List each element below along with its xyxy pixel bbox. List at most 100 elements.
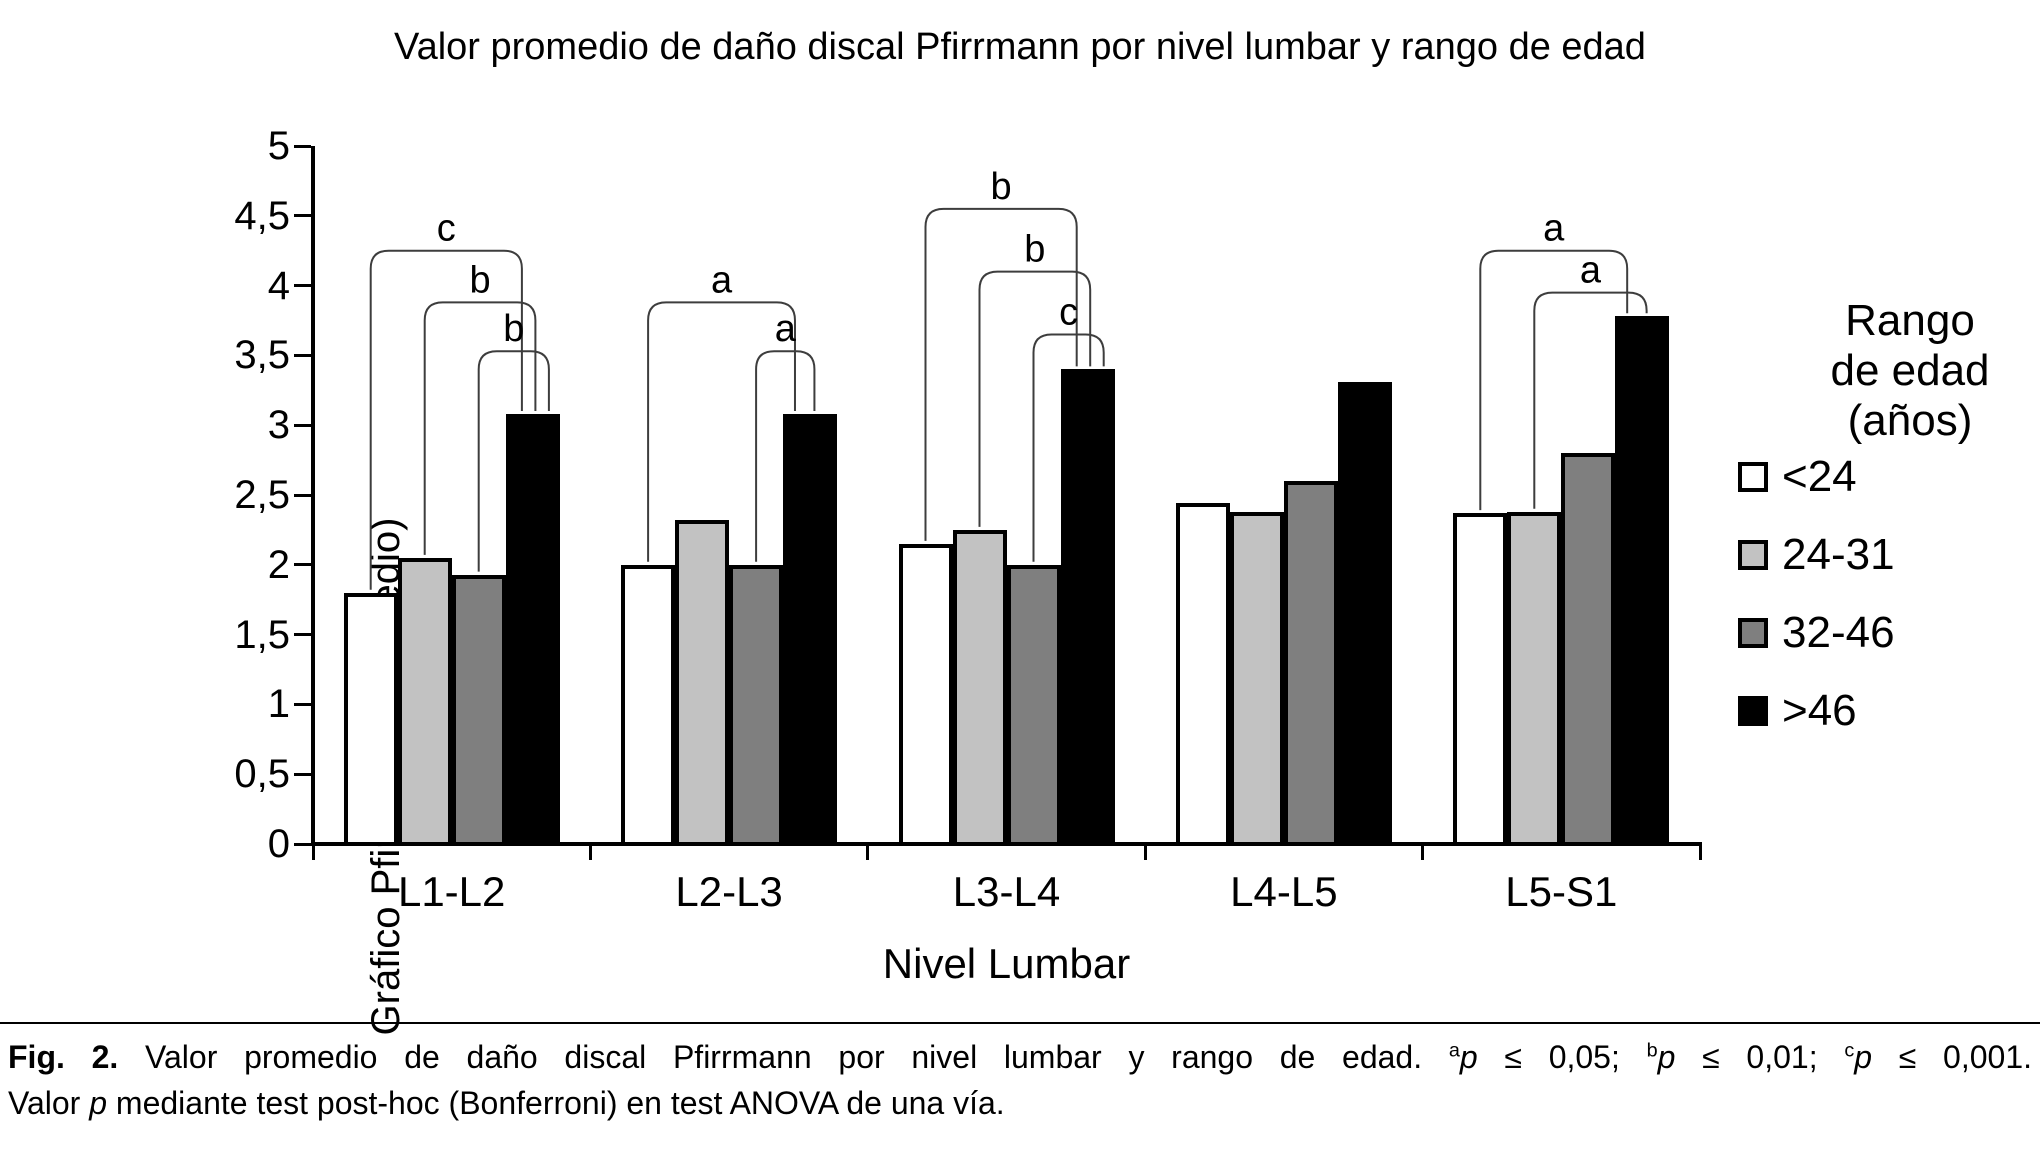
caption-text: a bbox=[1448, 1039, 1460, 1062]
y-tick bbox=[294, 702, 311, 706]
bar->46-L4-L5 bbox=[1337, 381, 1392, 846]
bar-24-31-L1-L2 bbox=[397, 557, 452, 846]
figure-caption: Fig. 2. Valor promedio de daño discal Pf… bbox=[8, 1034, 2032, 1126]
y-tick-label: 1 bbox=[267, 682, 290, 727]
y-tick bbox=[294, 423, 311, 427]
x-tick bbox=[311, 844, 315, 860]
bar->46-L2-L3 bbox=[783, 414, 838, 846]
legend-item-label: >46 bbox=[1782, 686, 1857, 735]
bar->46-L5-S1 bbox=[1615, 316, 1670, 846]
bar-<24-L1-L2 bbox=[343, 592, 398, 846]
y-tick bbox=[294, 633, 311, 637]
x-category-label: L5-S1 bbox=[1505, 868, 1618, 915]
y-tick-label: 3,5 bbox=[234, 333, 290, 378]
bar-<24-L2-L3 bbox=[621, 564, 676, 846]
y-tick-label: 4 bbox=[267, 263, 290, 308]
y-tick bbox=[294, 353, 311, 357]
significance-bracket bbox=[924, 207, 1078, 541]
y-tick bbox=[294, 493, 311, 497]
legend-swatch-icon bbox=[1738, 618, 1768, 648]
bar-24-31-L3-L4 bbox=[952, 529, 1007, 846]
chart-title: Valor promedio de daño discal Pfirrmann … bbox=[394, 26, 1646, 68]
legend-title-line: (años) bbox=[1847, 396, 1973, 445]
caption-text: ≤ 0,001. bbox=[1872, 1039, 2033, 1075]
bar-32-46-L3-L4 bbox=[1006, 564, 1061, 846]
y-tick bbox=[294, 842, 311, 846]
x-category-label: L3-L4 bbox=[952, 868, 1061, 915]
y-tick-label: 0,5 bbox=[234, 752, 290, 797]
bar-24-31-L4-L5 bbox=[1229, 511, 1284, 846]
y-tick bbox=[294, 563, 311, 567]
legend-item-32-46: 32-46 bbox=[1738, 608, 1895, 658]
caption-text: p bbox=[1854, 1039, 1873, 1075]
legend-item-label: <24 bbox=[1782, 452, 1857, 501]
bar->46-L1-L2 bbox=[505, 414, 560, 846]
caption-text: b bbox=[1646, 1039, 1658, 1062]
x-tick bbox=[1421, 844, 1425, 860]
bar-32-46-L5-S1 bbox=[1561, 453, 1616, 846]
legend-title: Rango de edad (años) bbox=[1780, 296, 2040, 446]
legend-item-24-31: 24-31 bbox=[1738, 530, 1895, 580]
caption-text: Valor promedio de daño discal Pfirrmann … bbox=[118, 1039, 1449, 1075]
pfirrmann-bar-chart: Valor promedio de daño discal Pfirrmann … bbox=[234, 26, 2040, 1035]
x-axis-label: Nivel Lumbar bbox=[882, 940, 1131, 987]
bar->46-L3-L4 bbox=[1060, 369, 1115, 846]
y-axis bbox=[311, 146, 315, 846]
bar-24-31-L5-S1 bbox=[1507, 511, 1562, 846]
bracket-significance-letter: c bbox=[437, 208, 456, 250]
y-tick-label: 0 bbox=[267, 822, 290, 866]
y-tick bbox=[294, 214, 311, 218]
legend-item-label: 24-31 bbox=[1782, 530, 1895, 579]
y-tick-label: 1,5 bbox=[234, 612, 290, 657]
x-category-label: L2-L3 bbox=[675, 868, 783, 915]
bar-<24-L3-L4 bbox=[898, 543, 953, 846]
bracket-significance-letter: c bbox=[1059, 291, 1078, 333]
x-tick bbox=[1143, 844, 1147, 860]
caption-line-2: Valor p mediante test post-hoc (Bonferro… bbox=[8, 1080, 2032, 1126]
caption-text: p bbox=[1459, 1039, 1478, 1075]
x-tick bbox=[1698, 844, 1702, 860]
bar-24-31-L2-L3 bbox=[675, 520, 730, 846]
bar-<24-L5-S1 bbox=[1453, 513, 1508, 846]
legend-item-<24: <24 bbox=[1738, 452, 1857, 502]
legend-swatch-icon bbox=[1738, 696, 1768, 726]
x-category-label: L4-L5 bbox=[1230, 868, 1338, 915]
caption-text: ≤ 0,05; bbox=[1477, 1039, 1647, 1075]
y-tick bbox=[294, 144, 311, 148]
y-tick-label: 5 bbox=[267, 124, 290, 168]
legend: Rango de edad (años) <24 24-31 32-46 >46 bbox=[1720, 290, 2040, 790]
legend-title-line: Rango bbox=[1845, 296, 1975, 345]
bracket-significance-letter: a bbox=[1580, 250, 1602, 292]
bracket-significance-letter: a bbox=[1543, 208, 1565, 250]
y-tick bbox=[294, 772, 311, 776]
legend-swatch-icon bbox=[1738, 540, 1768, 570]
bar-32-46-L2-L3 bbox=[729, 564, 784, 846]
caption-text: Valor bbox=[8, 1085, 90, 1121]
bracket-significance-letter: b bbox=[503, 308, 524, 350]
bracket-significance-letter: a bbox=[711, 259, 733, 301]
caption-text: p bbox=[1657, 1039, 1676, 1075]
bar-<24-L4-L5 bbox=[1175, 503, 1230, 846]
x-category-label: L1-L2 bbox=[397, 868, 506, 915]
y-tick-label: 4,5 bbox=[234, 193, 290, 238]
caption-divider bbox=[0, 1022, 2040, 1024]
legend-title-line: de edad bbox=[1830, 346, 1990, 395]
legend-swatch-icon bbox=[1738, 462, 1768, 492]
caption-text: p bbox=[89, 1085, 108, 1121]
caption-text: mediante test post-hoc (Bonferroni) en t… bbox=[107, 1085, 1005, 1121]
y-tick-label: 3 bbox=[267, 403, 290, 448]
bracket-significance-letter: b bbox=[991, 166, 1012, 208]
legend-item->46: >46 bbox=[1738, 686, 1857, 736]
x-tick bbox=[866, 844, 870, 860]
bracket-significance-letter: b bbox=[1024, 229, 1045, 271]
x-tick bbox=[588, 844, 592, 860]
y-tick bbox=[294, 284, 311, 288]
legend-item-label: 32-46 bbox=[1782, 608, 1895, 657]
bracket-significance-letter: b bbox=[469, 259, 490, 301]
caption-text: Fig. 2. bbox=[8, 1039, 119, 1075]
y-tick-label: 2,5 bbox=[234, 473, 290, 517]
bar-32-46-L1-L2 bbox=[451, 574, 506, 846]
y-tick-label: 2 bbox=[267, 542, 290, 587]
bar-32-46-L4-L5 bbox=[1283, 481, 1338, 846]
bracket-significance-letter: a bbox=[775, 308, 797, 350]
